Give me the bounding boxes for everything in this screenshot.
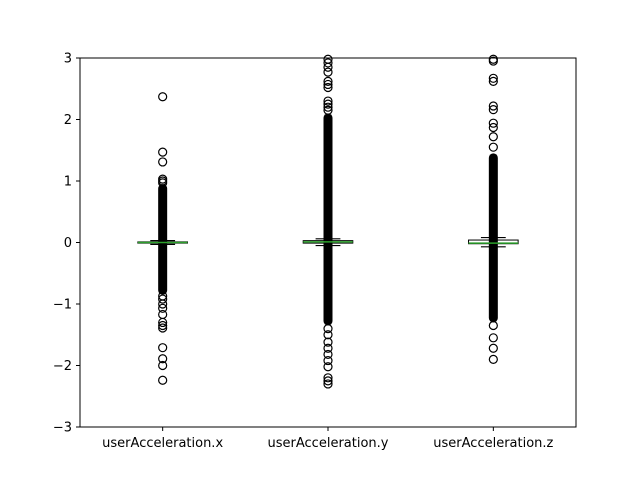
outlier-point: [323, 376, 333, 386]
box-group-3: [468, 54, 519, 364]
outlier-point: [323, 343, 333, 353]
outlier-point: [158, 147, 168, 157]
outlier-point: [158, 360, 168, 371]
y-tick-label: 0: [64, 236, 72, 251]
y-tick-label: 2: [64, 113, 72, 128]
outlier-point: [323, 105, 333, 115]
x-axis: userAcceleration.x userAcceleration.y user…: [102, 427, 554, 451]
outlier-point: [323, 337, 333, 347]
outlier-point: [323, 102, 333, 112]
y-tick-label: 1: [64, 175, 72, 190]
outlier-point: [488, 56, 498, 66]
plot-marks: [137, 54, 519, 389]
outlier-point: [323, 362, 333, 372]
y-axis: −3 −2 −1 0 1 2 3: [53, 52, 80, 436]
outlier-point: [488, 101, 498, 111]
outlier-point: [323, 67, 333, 77]
outlier-point: [323, 99, 333, 109]
outlier-point: [323, 96, 333, 106]
outlier-point: [488, 76, 498, 86]
outlier-point: [158, 176, 168, 186]
outlier-point: [488, 122, 498, 133]
outlier-point: [158, 354, 168, 364]
outlier-point: [488, 54, 498, 64]
outlier-point: [488, 320, 498, 331]
outlier-point: [158, 309, 168, 320]
outlier-point: [158, 299, 168, 309]
outlier-point: [323, 355, 333, 366]
x-tick-label: userAcceleration.z: [433, 436, 553, 451]
y-tick-label: −3: [53, 421, 72, 436]
y-tick-label: −2: [53, 359, 72, 374]
outlier-point: [158, 317, 168, 328]
outlier-point: [323, 82, 333, 93]
outlier-point: [323, 330, 333, 340]
outlier-point: [488, 333, 498, 343]
outlier-point: [323, 349, 333, 360]
box-group-2: [302, 54, 354, 389]
y-tick-label: −1: [53, 298, 72, 313]
outlier-point: [488, 142, 498, 152]
outlier-point: [323, 58, 333, 68]
outlier-point: [158, 375, 168, 385]
outlier-point: [323, 373, 333, 383]
outlier-point: [158, 294, 168, 304]
outlier-band: [323, 113, 333, 326]
outlier-point: [158, 323, 168, 333]
x-tick-label: userAcceleration.x: [102, 436, 223, 451]
outlier-point: [323, 79, 333, 90]
outlier-point: [488, 73, 498, 83]
outlier-point: [323, 324, 333, 334]
outlier-point: [158, 320, 168, 331]
outlier-point: [488, 132, 498, 142]
outlier-point: [158, 303, 168, 313]
outlier-point: [323, 62, 333, 72]
outlier-band: [158, 184, 168, 295]
outlier-point: [158, 178, 168, 188]
outlier-point: [488, 105, 498, 115]
outlier-point: [323, 379, 333, 389]
box-group-1: [137, 92, 188, 385]
y-tick-label: 3: [64, 52, 72, 67]
outlier-point: [488, 118, 498, 128]
outlier-point: [158, 343, 168, 353]
outlier-point: [158, 157, 168, 167]
outlier-point: [323, 76, 333, 86]
x-tick-label: userAcceleration.y: [268, 436, 389, 451]
outlier-point: [488, 343, 498, 353]
outlier-point: [488, 354, 498, 364]
outlier-point: [158, 92, 168, 102]
